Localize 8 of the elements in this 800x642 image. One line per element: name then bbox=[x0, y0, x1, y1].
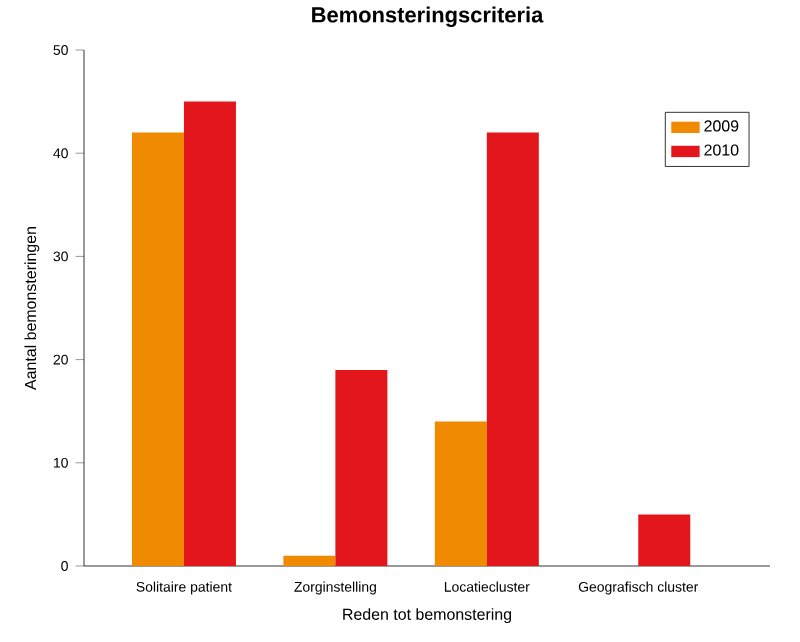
bar bbox=[486, 132, 539, 566]
chart-title: Bemonsteringscriteria bbox=[312, 6, 544, 28]
bar bbox=[131, 132, 184, 566]
bar bbox=[335, 369, 388, 566]
bar bbox=[183, 101, 236, 566]
bar bbox=[638, 514, 691, 566]
bar bbox=[434, 421, 487, 566]
bar bbox=[283, 555, 336, 566]
